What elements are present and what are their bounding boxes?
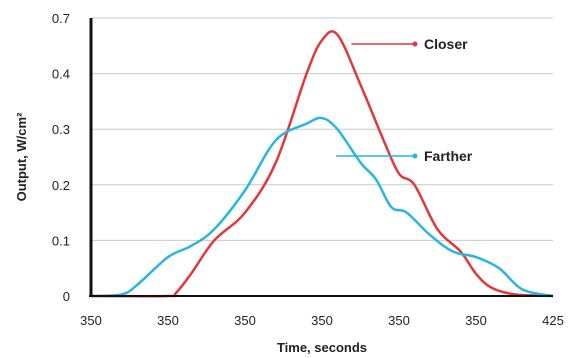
y-tick-label: 0.2 — [52, 178, 70, 193]
series-label-closer: Closer — [424, 36, 468, 52]
x-tick-label: 350 — [157, 313, 179, 328]
series-line-farther — [90, 116, 554, 298]
series-line-closer — [90, 30, 554, 298]
y-tick-labels: 0 0.1 0.2 0.3 0.4 0.7 — [52, 11, 70, 304]
series-labels: Closer Farther — [336, 36, 473, 164]
y-tick-label: 0.3 — [52, 122, 70, 137]
series-lines — [90, 30, 554, 298]
x-tick-label: 350 — [311, 313, 333, 328]
y-tick-label: 0.4 — [52, 67, 70, 82]
x-tick-label: 350 — [465, 313, 487, 328]
grid — [91, 17, 553, 241]
y-axis-title: Output, W/cm² — [14, 112, 29, 201]
y-tick-label: 0 — [63, 289, 70, 304]
x-tick-label: 350 — [234, 313, 256, 328]
leader-dot-closer — [412, 41, 418, 47]
x-axis-title: Time, seconds — [277, 340, 367, 355]
x-tick-label: 350 — [388, 313, 410, 328]
y-tick-label: 0.1 — [52, 233, 70, 248]
leader-dot-farther — [412, 153, 418, 159]
x-tick-labels: 350 350 350 350 350 350 425 — [80, 313, 564, 328]
x-tick-label: 425 — [542, 313, 564, 328]
x-tick-label: 350 — [80, 313, 102, 328]
y-tick-label: 0.7 — [52, 11, 70, 26]
series-label-farther: Farther — [424, 148, 473, 164]
